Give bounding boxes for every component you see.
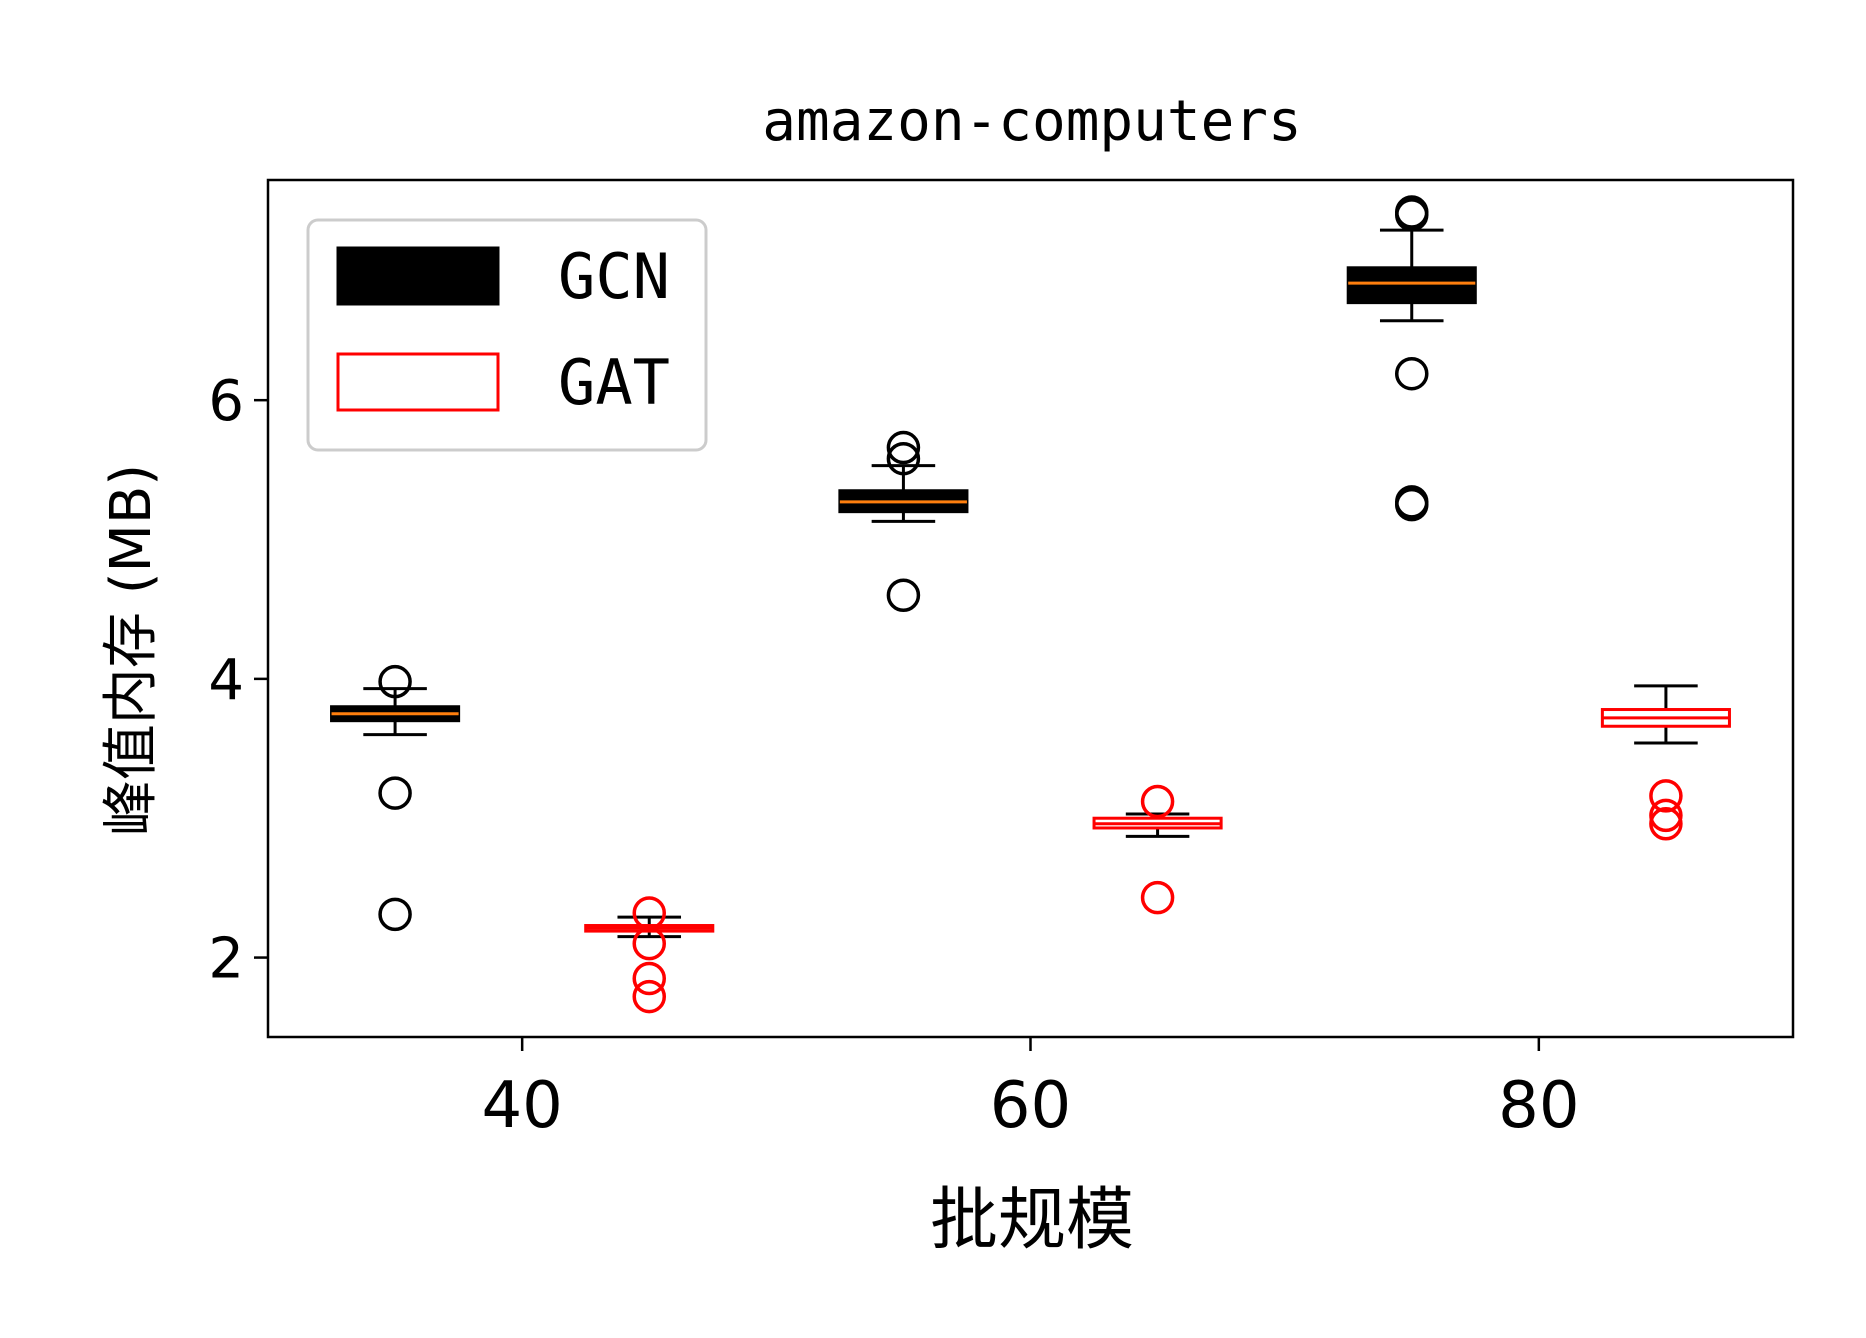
y-tick-label: 2 <box>208 927 244 992</box>
y-tick-label: 6 <box>208 369 244 434</box>
outlier-point <box>378 897 412 932</box>
x-axis-label: 批规模 <box>930 1181 1134 1260</box>
outlier-point <box>378 664 412 699</box>
x-tick-label: 40 <box>481 1069 562 1143</box>
y-tick-label: 4 <box>208 648 244 713</box>
outlier-point <box>886 430 921 465</box>
outlier-point <box>1649 807 1683 841</box>
gcn-box <box>1346 266 1477 305</box>
outlier-point <box>1395 356 1429 391</box>
gat-legend-swatch <box>336 352 500 412</box>
outlier-point <box>378 776 412 810</box>
outlier-point <box>1140 880 1175 915</box>
legend-label: GCN <box>558 240 670 313</box>
outlier-point <box>1140 784 1175 819</box>
outlier-point <box>632 979 666 1014</box>
outlier-point <box>632 926 666 961</box>
outlier-point <box>886 578 921 613</box>
y-axis-label: 峰值内存 (MB) <box>99 464 164 836</box>
legend-label: GAT <box>558 346 670 419</box>
plot-area: 40 60 80 2 4 6 <box>208 178 1795 1143</box>
outlier-point <box>1395 487 1429 522</box>
outlier-point <box>632 961 666 996</box>
outlier-point <box>1395 198 1429 232</box>
chart-title: amazon-computers <box>762 89 1301 154</box>
outlier-point <box>886 441 921 476</box>
x-tick-label: 80 <box>1498 1069 1579 1143</box>
x-tick-label: 60 <box>990 1069 1071 1143</box>
outlier-point <box>1649 798 1683 833</box>
gcn-legend-swatch <box>336 246 500 306</box>
legend: GCN GAT <box>306 218 708 452</box>
outlier-point <box>1649 779 1683 813</box>
